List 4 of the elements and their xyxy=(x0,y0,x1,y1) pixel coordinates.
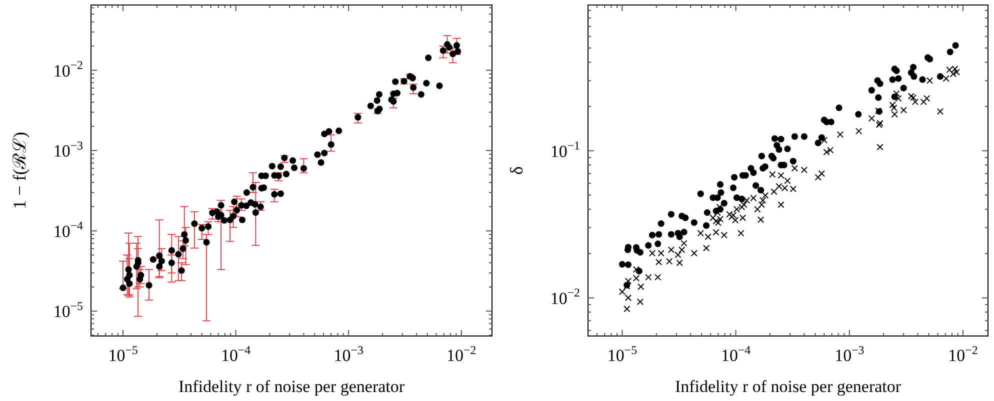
y-axis-title: 1 − f(ℛℒ) xyxy=(10,132,30,210)
x-axis-title: Infidelity r of noise per generator xyxy=(178,377,405,396)
x-axis-title: Infidelity r of noise per generator xyxy=(674,377,902,396)
y-axis-title: δ xyxy=(506,166,527,175)
